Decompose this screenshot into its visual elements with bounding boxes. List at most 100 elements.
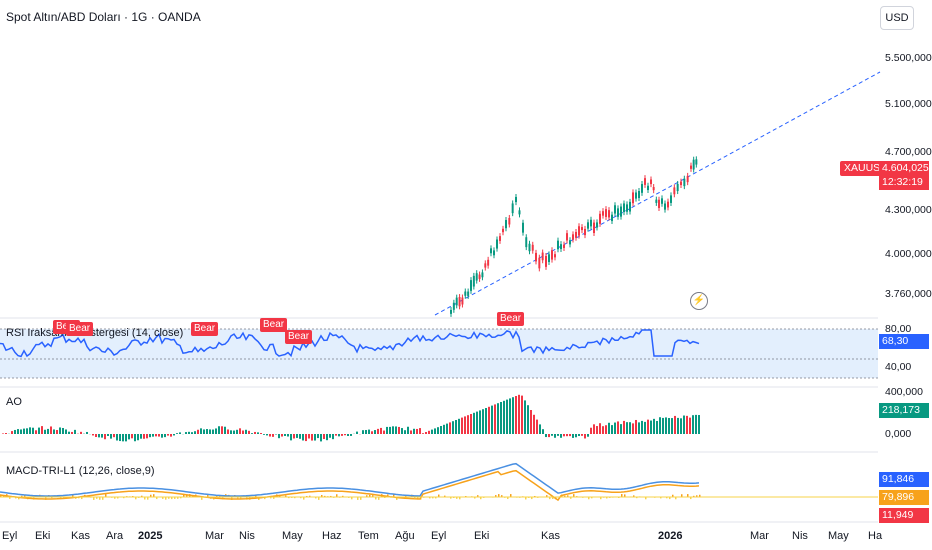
- ao-bar: [539, 424, 541, 434]
- ao-bar: [521, 395, 523, 434]
- macd-hist-bar: [546, 495, 548, 497]
- ao-bar: [449, 422, 451, 434]
- macd-hist-bar: [459, 497, 461, 500]
- price-tick: 5.100,000: [885, 98, 932, 110]
- candle-body: [487, 259, 490, 266]
- macd-hist-bar: [633, 495, 635, 497]
- candle-body: [560, 244, 562, 250]
- ao-bar: [362, 430, 364, 434]
- ao-bar: [515, 396, 517, 434]
- ao-bar: [326, 434, 328, 441]
- ao-bar: [197, 429, 199, 434]
- ao-bar: [659, 417, 661, 434]
- ao-bar: [452, 421, 454, 434]
- candle-body: [493, 250, 495, 256]
- macd-hist-bar: [360, 497, 362, 500]
- ao-bar: [380, 427, 382, 434]
- ao-bar: [320, 434, 322, 442]
- ao-bar: [602, 426, 604, 434]
- rsi-level-80: 80,00: [885, 323, 912, 335]
- candle-body: [650, 179, 652, 185]
- currency-selector[interactable]: USD: [880, 6, 914, 30]
- candle-body: [695, 159, 698, 165]
- ao-bar: [206, 429, 208, 434]
- ao-bar: [494, 404, 496, 434]
- macd-hist-bar: [591, 497, 593, 499]
- candle-body: [664, 203, 666, 210]
- time-label: Eki: [35, 530, 51, 542]
- ao-bar: [581, 434, 583, 436]
- ao-bar: [410, 430, 412, 434]
- candle-body: [587, 222, 589, 229]
- ao-bar: [155, 434, 157, 437]
- macd-hist-bar: [99, 497, 101, 500]
- ao-bar: [194, 431, 196, 434]
- macd-hist-bar: [168, 497, 170, 499]
- ao-bar: [98, 434, 100, 438]
- ao-bar: [230, 430, 232, 434]
- macd-hist-bar: [18, 497, 20, 500]
- macd-hist-bar: [444, 495, 446, 497]
- ao-bar: [386, 426, 388, 434]
- price-tick: 3.760,000: [885, 288, 932, 300]
- lightning-icon[interactable]: ⚡: [690, 292, 708, 310]
- ao-bar: [569, 434, 571, 437]
- macd-hist-bar: [156, 497, 158, 500]
- macd-hist-bar: [396, 497, 398, 500]
- ao-bar: [119, 434, 121, 442]
- ao-bar: [272, 434, 274, 437]
- macd-hist-bar: [300, 497, 302, 499]
- time-label: May: [828, 530, 849, 542]
- ao-bar: [290, 434, 292, 441]
- candle-body: [502, 228, 504, 233]
- macd-hist-bar: [357, 497, 359, 500]
- time-label: Eyl: [2, 530, 18, 542]
- ao-bar: [203, 429, 205, 434]
- candle-body: [602, 211, 604, 216]
- ao-bar: [578, 434, 580, 437]
- macd-hist-bar: [324, 495, 326, 497]
- bear-tag: Bear: [497, 312, 525, 326]
- macd-hist-bar: [303, 497, 305, 500]
- time-label: Eki: [474, 530, 490, 542]
- ao-bar: [173, 434, 175, 436]
- macd-hist-bar: [552, 497, 554, 500]
- macd-hist-bar: [645, 497, 647, 500]
- ao-bar: [305, 434, 307, 442]
- candle-body: [599, 213, 601, 224]
- ao-bar: [185, 432, 187, 434]
- candle-body: [548, 254, 550, 263]
- macd-pane-title: MACD-TRI-L1 (12,26, close,9): [6, 465, 155, 477]
- candle-body: [505, 220, 507, 229]
- ao-bar: [86, 431, 88, 434]
- ao-bar: [266, 434, 268, 436]
- ao-bar: [164, 434, 166, 438]
- ao-bar: [281, 434, 283, 437]
- ao-bar: [566, 434, 568, 437]
- ao-level-0: 0,000: [885, 428, 912, 440]
- price-candles: [450, 156, 698, 317]
- ao-bar: [212, 429, 214, 434]
- macd-hist-bar: [102, 497, 104, 500]
- candle-body: [470, 280, 472, 291]
- hist-value-badge: 11,949: [879, 508, 929, 523]
- ao-bar: [482, 409, 484, 434]
- ao-bar: [575, 434, 577, 438]
- macd-hist-bar: [600, 497, 602, 500]
- candle-body: [647, 185, 649, 191]
- price-tick: 4.000,000: [885, 248, 932, 260]
- ao-bar: [125, 434, 127, 442]
- ao-bar: [143, 434, 145, 439]
- macd-hist-bar: [669, 497, 671, 500]
- macd-hist-bar: [450, 497, 452, 499]
- ao-bar: [614, 422, 616, 434]
- macd-hist-bar: [165, 497, 167, 500]
- ao-bar: [344, 434, 346, 436]
- time-label: Mar: [750, 530, 769, 542]
- candle-body: [531, 244, 534, 251]
- ao-bar: [32, 427, 34, 434]
- macd-hist-bar: [3, 495, 5, 497]
- bear-tag: Bear: [285, 330, 313, 344]
- time-label: Haz: [322, 530, 342, 542]
